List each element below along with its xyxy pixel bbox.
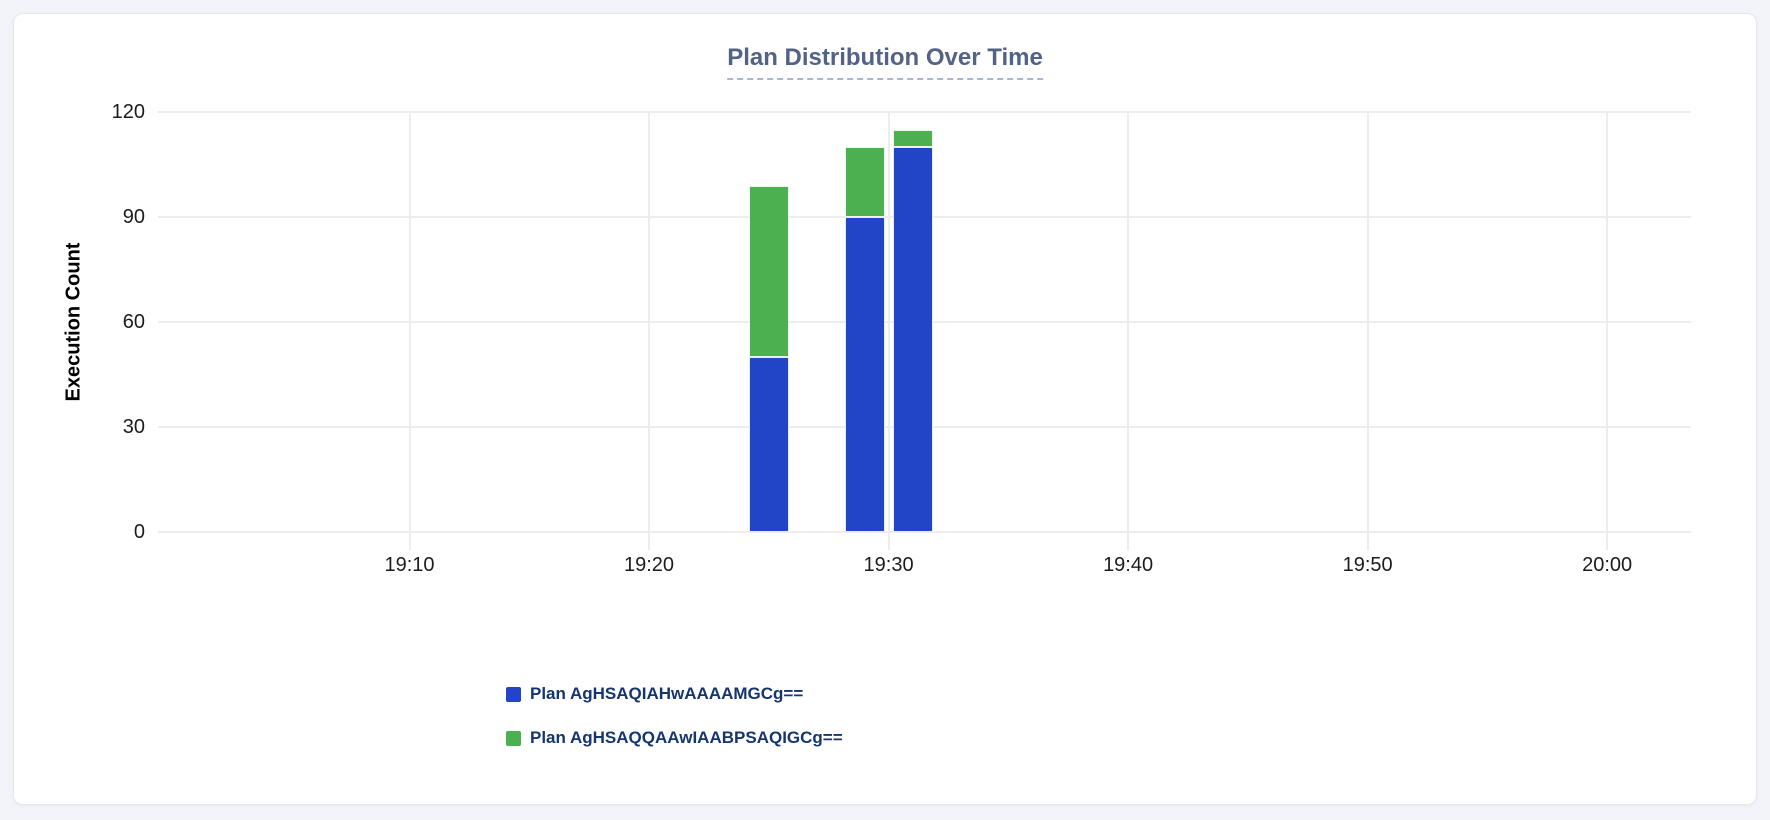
vertical-gridline — [648, 112, 651, 550]
bar-segment[interactable] — [748, 185, 789, 357]
y-axis-tick-label: 30 — [122, 416, 145, 438]
y-axis-tick-label: 120 — [111, 101, 145, 123]
plot-area — [158, 111, 1691, 550]
x-axis-tick-label: 19:50 — [1342, 554, 1393, 576]
legend-swatch-icon — [506, 730, 521, 746]
legend-item[interactable]: Plan AgHSAQIAHwAAAAMGCg== — [506, 684, 843, 704]
y-axis-tick-label: 0 — [133, 521, 145, 543]
vertical-gridline — [1606, 112, 1609, 550]
chart-legend: Plan AgHSAQIAHwAAAAMGCg== Plan AgHSAQQAAw… — [506, 684, 843, 772]
bar-segment[interactable] — [892, 147, 933, 532]
bar-segment[interactable] — [748, 357, 789, 532]
y-axis-tick-label: 60 — [122, 311, 145, 333]
legend-label: Plan AgHSAQQAAwIAABPSAQIGCg== — [530, 728, 843, 747]
x-axis-tick-label: 19:40 — [1103, 554, 1154, 576]
legend-label: Plan AgHSAQIAHwAAAAMGCg== — [530, 684, 804, 703]
chart-title[interactable]: Plan Distribution Over Time — [727, 44, 1043, 80]
legend-swatch-icon — [506, 686, 521, 702]
y-axis-tick-label: 90 — [122, 206, 145, 228]
vertical-gridline — [1366, 112, 1369, 550]
legend-item[interactable]: Plan AgHSAQQAAwIAABPSAQIGCg== — [506, 728, 843, 748]
x-axis-tick-label: 19:20 — [624, 554, 675, 576]
x-axis-tick-label: 20:00 — [1582, 554, 1633, 576]
vertical-gridline — [887, 112, 890, 550]
horizontal-gridline — [158, 531, 1691, 533]
vertical-gridline — [408, 112, 411, 550]
x-axis-tick-label: 19:30 — [863, 554, 914, 576]
bar-segment[interactable] — [844, 217, 885, 532]
x-axis-tick-label: 19:10 — [384, 554, 435, 576]
horizontal-gridline — [158, 111, 1691, 113]
bar-segment[interactable] — [844, 147, 885, 217]
chart-card: Plan Distribution Over Time Execution Co… — [13, 13, 1757, 805]
bar-segment[interactable] — [892, 129, 933, 147]
vertical-gridline — [1127, 112, 1130, 550]
